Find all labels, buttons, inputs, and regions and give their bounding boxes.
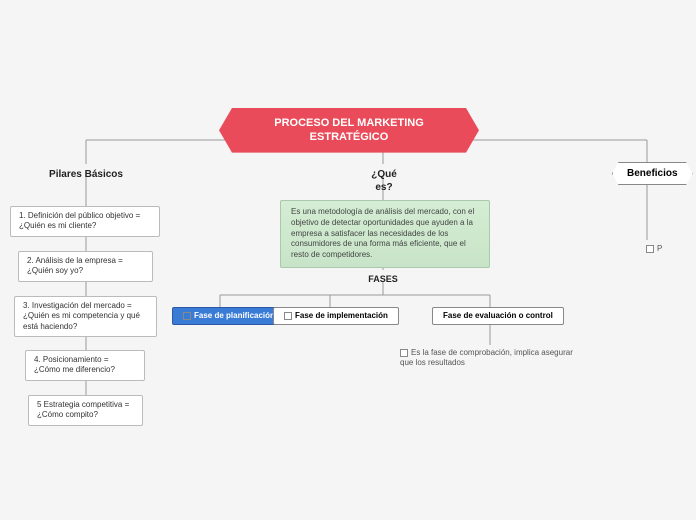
phase-label: Fase de implementación: [295, 311, 388, 320]
phase-label: Fase de planificación: [194, 311, 275, 320]
pilar-item-2[interactable]: 2. Análisis de la empresa = ¿Quién soy y…: [18, 251, 153, 282]
beneficios-note: P: [638, 240, 670, 258]
eval-note: Es la fase de comprobación, implica aseg…: [392, 344, 592, 373]
pilar-item-4[interactable]: 4. Posicionamiento = ¿Cómo me diferencio…: [25, 350, 145, 381]
que-es-description: Es una metodología de análisis del merca…: [280, 200, 490, 268]
pilar-item-3[interactable]: 3. Investigación del mercado = ¿Quién es…: [14, 296, 157, 337]
checkbox-icon: [400, 349, 408, 357]
mindmap-canvas: PROCESO DEL MARKETING ESTRATÉGICO Pilare…: [0, 0, 696, 520]
fases-label[interactable]: FASES: [360, 270, 406, 290]
pilar-item-5[interactable]: 5 Estrategia competitiva = ¿Cómo compito…: [28, 395, 143, 426]
pilar-item-1[interactable]: 1. Definición del público objetivo = ¿Qu…: [10, 206, 160, 237]
phase-planificacion[interactable]: Fase de planificación: [172, 307, 286, 325]
checkbox-icon: [646, 245, 654, 253]
branch-que-es[interactable]: ¿Qué es?: [355, 164, 413, 198]
checkbox-icon: [284, 312, 292, 320]
branch-pilares[interactable]: Pilares Básicos: [40, 164, 132, 185]
eval-note-text: Es la fase de comprobación, implica aseg…: [400, 348, 573, 367]
root-node[interactable]: PROCESO DEL MARKETING ESTRATÉGICO: [219, 108, 479, 153]
checkbox-icon: [183, 312, 191, 320]
phase-evaluacion[interactable]: Fase de evaluación o control: [432, 307, 564, 325]
branch-beneficios[interactable]: Beneficios: [612, 162, 693, 185]
phase-implementacion[interactable]: Fase de implementación: [273, 307, 399, 325]
beneficios-note-text: P: [657, 244, 662, 253]
phase-label: Fase de evaluación o control: [443, 311, 553, 320]
